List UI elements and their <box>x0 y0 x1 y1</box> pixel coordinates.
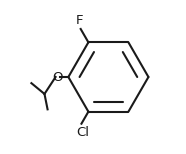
Text: F: F <box>76 14 84 27</box>
Text: Cl: Cl <box>76 126 89 139</box>
Text: O: O <box>52 71 63 83</box>
